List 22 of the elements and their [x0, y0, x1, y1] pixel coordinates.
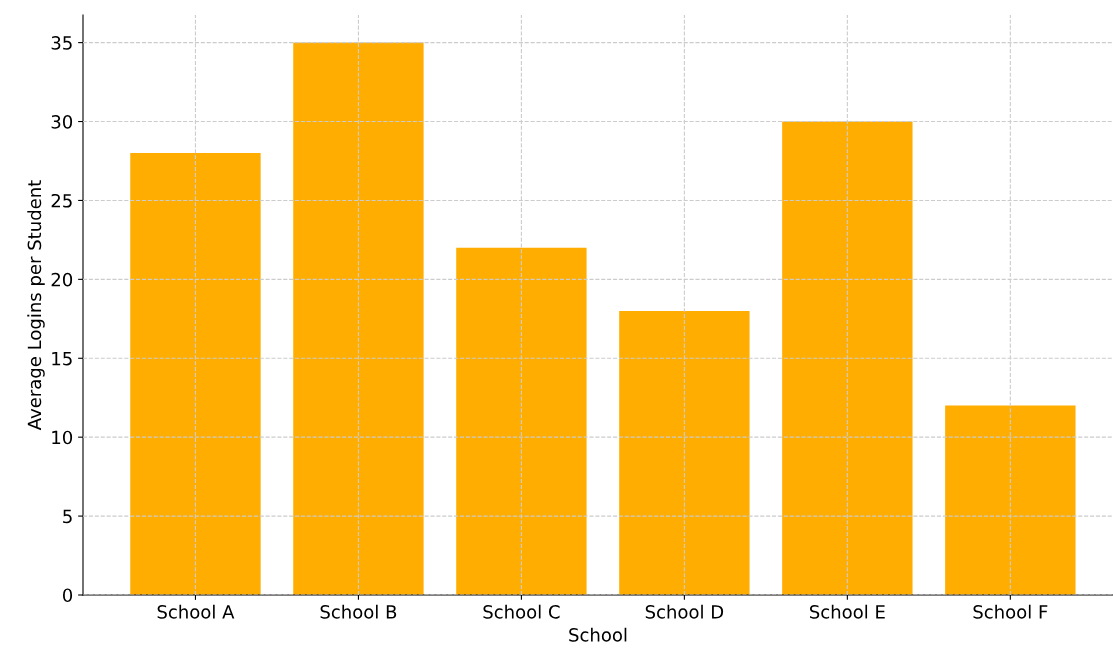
x-tick-label: School F	[973, 604, 1048, 619]
bar	[293, 42, 424, 595]
bar	[945, 405, 1076, 595]
x-axis-title: School	[569, 627, 627, 642]
x-tick-label: School C	[483, 604, 560, 619]
y-tick-label: 10	[52, 430, 73, 445]
x-tick-label: School B	[320, 604, 397, 619]
x-tick-label: School A	[157, 604, 235, 619]
y-tick-label: 25	[51, 193, 72, 208]
bar	[130, 153, 261, 595]
bar	[619, 310, 750, 595]
x-tick-label: School E	[810, 604, 885, 619]
y-tick-label: 0	[62, 588, 73, 603]
y-tick-label: 5	[63, 509, 72, 524]
x-tick-label: School D	[645, 604, 724, 619]
y-tick-label: 15	[52, 351, 72, 366]
bar	[782, 121, 913, 595]
y-tick-label: 30	[51, 114, 73, 129]
y-axis-title: Average Logins per Student	[27, 180, 45, 431]
y-tick-label: 20	[51, 272, 73, 287]
y-tick-label: 35	[51, 36, 72, 50]
bar	[456, 247, 587, 595]
